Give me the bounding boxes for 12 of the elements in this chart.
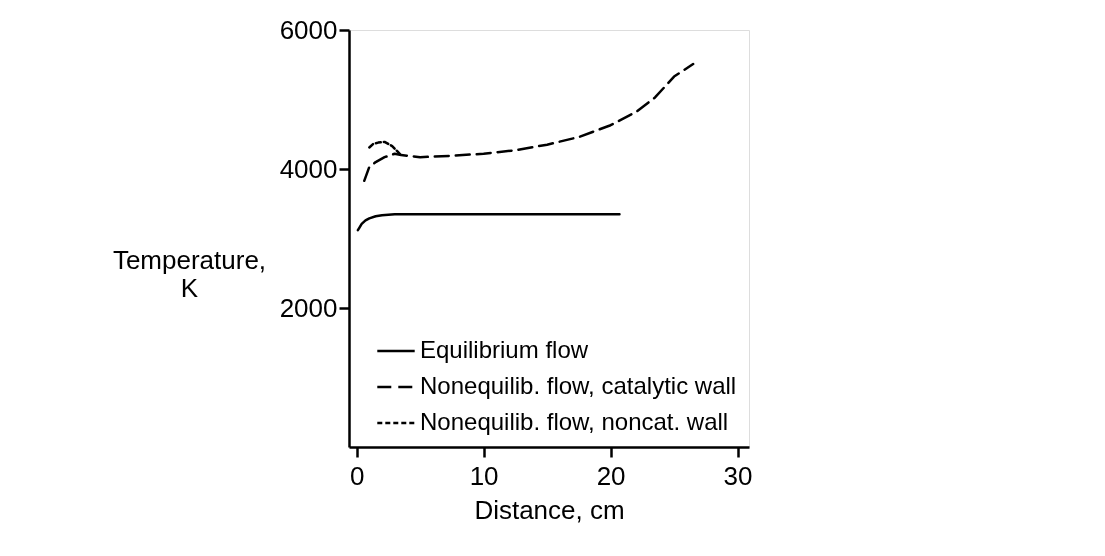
x-tick-label: 0 <box>349 460 365 491</box>
y-tick-label: 4000 <box>279 153 338 184</box>
x-tick-label: 30 <box>723 460 753 491</box>
x-tick-label: 20 <box>596 460 626 491</box>
legend-label: Nonequilib. flow, catalytic wall <box>420 372 737 399</box>
x-axis-title: Distance, cm <box>474 494 625 525</box>
x-tick-label: 10 <box>469 460 499 491</box>
legend-label: Nonequilib. flow, noncat. wall <box>420 408 729 435</box>
y-axis-title: Temperature, K <box>112 244 267 303</box>
y-tick-label: 2000 <box>279 292 338 323</box>
y-tick-label: 6000 <box>279 14 338 45</box>
legend-label: Equilibrium flow <box>420 336 589 363</box>
